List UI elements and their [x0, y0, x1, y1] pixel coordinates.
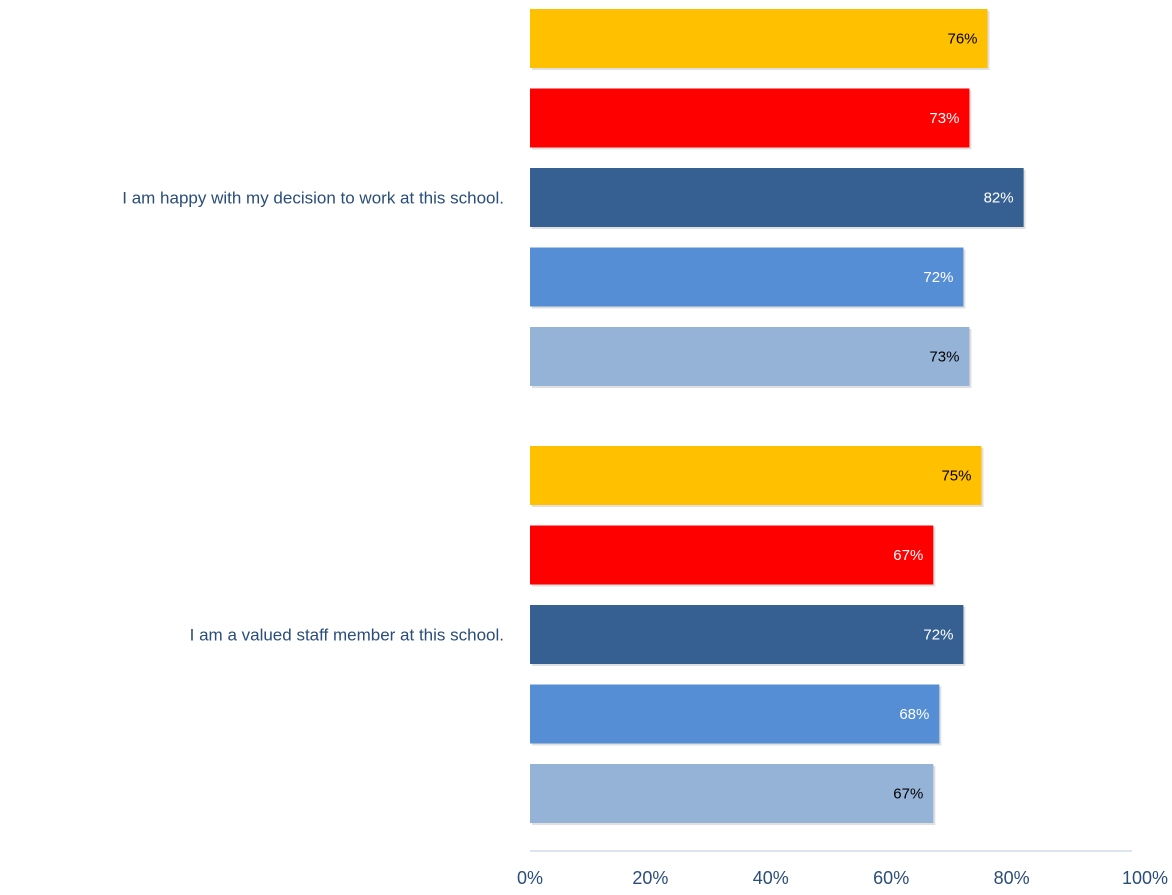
x-tick-label: 80%	[994, 868, 1030, 888]
x-tick-label: 60%	[873, 868, 909, 888]
category-label: I am a valued staff member at this schoo…	[190, 626, 504, 645]
bar	[530, 684, 940, 744]
x-tick-label: 0%	[517, 868, 543, 888]
bar-data-label: 75%	[941, 468, 971, 485]
x-tick-label: 20%	[632, 868, 668, 888]
category-label: I am happy with my decision to work at t…	[122, 189, 504, 208]
data-labels-layer: 76% 73% 82% 72% 73% 75% 67% 72% 68% 67%	[893, 31, 1013, 803]
bar	[530, 247, 964, 307]
bar-data-label: 72%	[923, 627, 953, 644]
x-tick-label: 40%	[753, 868, 789, 888]
bar-data-label: 73%	[929, 349, 959, 366]
bar	[530, 764, 934, 823]
bar-data-label: 67%	[893, 547, 923, 564]
bar-data-label: 73%	[929, 110, 959, 127]
bar-data-label: 68%	[899, 706, 929, 723]
bar-data-label: 67%	[893, 786, 923, 803]
bar-data-label: 76%	[947, 31, 977, 48]
bar	[530, 9, 988, 68]
bar	[530, 525, 934, 585]
bar-data-label: 82%	[984, 190, 1014, 207]
bar	[530, 168, 1024, 227]
category-labels: I am happy with my decision to work at t…	[122, 189, 504, 645]
bar-data-label: 72%	[923, 269, 953, 286]
bar	[530, 446, 982, 505]
bar	[530, 327, 970, 386]
bar	[530, 605, 964, 664]
x-tick-label: 100%	[1122, 868, 1168, 888]
x-axis-tick-labels: 0% 20% 40% 60% 80% 100%	[517, 868, 1168, 888]
bars-layer	[530, 9, 1026, 825]
bar	[530, 88, 970, 148]
